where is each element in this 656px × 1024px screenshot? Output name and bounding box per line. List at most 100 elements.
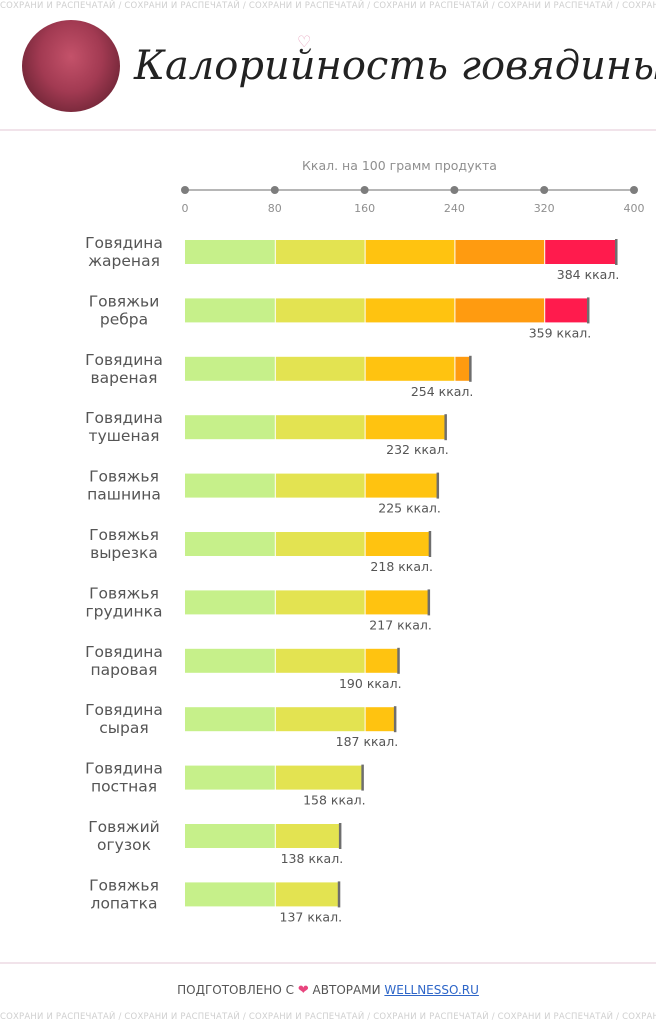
bar-4-value-label: 225 ккал. <box>378 501 441 516</box>
bar-0-segment-0 <box>185 240 275 264</box>
category-label-7: Говядина паровая <box>85 643 163 679</box>
bar-8-end-marker <box>393 706 397 733</box>
bar-3-segment-2 <box>365 415 446 440</box>
bar-1-end-marker <box>586 297 590 324</box>
bar-1-segment-4 <box>545 298 588 323</box>
bar-6-segment-1 <box>275 590 365 615</box>
bar-7-segment-1 <box>275 648 365 673</box>
x-tick-dot-320 <box>540 186 549 194</box>
bar-1-value-label: 359 ккал. <box>529 325 592 340</box>
bar-6-value-label: 217 ккал. <box>369 617 432 632</box>
category-label-10-line-0: Говяжий <box>88 818 160 836</box>
bar-2-value-label: 254 ккал. <box>411 384 474 399</box>
category-label-9-line-0: Говядина <box>85 760 163 778</box>
bar-10-end-marker <box>338 823 342 849</box>
category-label-7-line-0: Говядина <box>85 643 163 661</box>
bar-4-segment-0 <box>185 473 275 498</box>
heart-decoration-icon: ♡ <box>297 32 312 51</box>
category-label-6-line-1: грудинка <box>86 602 163 620</box>
bar-1-segment-3 <box>455 298 545 323</box>
bar-5-segment-1 <box>275 532 365 556</box>
x-tick-dot-160 <box>360 186 369 194</box>
footer-divider <box>0 962 656 964</box>
bar-3-end-marker <box>444 414 447 441</box>
bar-0-value-label: 384 ккал. <box>557 267 620 282</box>
x-tick-dot-240 <box>450 186 459 194</box>
bar-7-segment-2 <box>365 648 399 673</box>
heart-icon: ❤ <box>297 983 309 998</box>
bar-4-segment-2 <box>365 473 438 498</box>
category-label-4-line-1: пашнина <box>87 486 161 504</box>
category-label-1: Говяжьи ребра <box>89 292 160 328</box>
bar-7-end-marker <box>397 647 400 674</box>
bar-11-segment-0 <box>185 882 275 907</box>
category-label-2-line-1: вареная <box>91 369 158 387</box>
bar-9-end-marker <box>361 764 364 791</box>
bar-1-segment-1 <box>275 298 365 323</box>
x-tick-label-160: 160 <box>354 202 375 215</box>
wellnesso-link[interactable]: WELLNESSO.RU <box>384 983 479 997</box>
category-label-7-line-1: паровая <box>91 661 158 679</box>
category-label-5: Говяжья вырезка <box>89 526 159 562</box>
bar-1-segment-2 <box>365 298 455 323</box>
bar-2-segment-0 <box>185 356 275 381</box>
bar-7-value-label: 190 ккал. <box>339 676 402 691</box>
category-label-6: Говяжья грудинка <box>86 584 163 620</box>
category-label-10-line-1: огузок <box>97 836 151 854</box>
category-label-2: Говядина вареная <box>85 351 163 387</box>
calorie-bar-chart: Ккал. на 100 грамм продукта 0 80 160 240 320 4… <box>85 158 645 924</box>
category-label-8: Говядина сырая <box>85 701 163 737</box>
bar-6-segment-2 <box>365 590 429 615</box>
bar-8-segment-0 <box>185 707 275 732</box>
category-label-3-line-1: тушеная <box>89 427 160 445</box>
bar-2-segment-1 <box>275 356 365 381</box>
bar-6-segment-0 <box>185 590 275 615</box>
bar-10-segment-1 <box>275 824 340 848</box>
category-label-3: Говядина тушеная <box>85 409 163 445</box>
x-tick-label-240: 240 <box>444 202 465 215</box>
bar-8-segment-1 <box>275 707 365 732</box>
bar-3-segment-1 <box>275 415 365 440</box>
x-tick-dot-400 <box>630 186 638 194</box>
category-label-11-line-1: лопатка <box>91 894 158 912</box>
bar-0-end-marker <box>615 239 618 265</box>
x-tick-dot-80 <box>270 186 279 194</box>
bar-11-end-marker <box>337 881 341 908</box>
bar-9-value-label: 158 ккал. <box>303 793 366 808</box>
bar-2-segment-2 <box>365 356 455 381</box>
category-label-8-line-1: сырая <box>99 719 148 737</box>
bar-11-segment-1 <box>275 882 339 907</box>
bar-4-end-marker <box>436 472 440 499</box>
bar-4-segment-1 <box>275 473 365 498</box>
category-label-6-line-0: Говяжья <box>89 584 159 602</box>
bar-5-segment-2 <box>365 532 430 556</box>
bar-8-value-label: 187 ккал. <box>336 734 399 749</box>
category-label-8-line-0: Говядина <box>85 701 163 719</box>
watermark-bottom: СОХРАНИ И РАСПЕЧАТАЙ / СОХРАНИ И РАСПЕЧА… <box>0 1012 656 1022</box>
bar-5-segment-0 <box>185 532 275 556</box>
bar-9-segment-0 <box>185 765 275 790</box>
bar-11-value-label: 137 ккал. <box>280 909 343 924</box>
category-label-10: Говяжий огузок <box>88 818 160 854</box>
category-label-0-line-0: Говядина <box>85 234 163 252</box>
category-label-4-line-0: Говяжья <box>89 468 159 486</box>
bar-0-segment-1 <box>275 240 365 264</box>
bar-7-segment-0 <box>185 648 275 673</box>
category-label-1-line-1: ребра <box>100 310 148 328</box>
bar-9-segment-1 <box>275 765 363 790</box>
x-tick-label-0: 0 <box>182 202 189 215</box>
x-tick-dot-0 <box>181 186 189 194</box>
category-label-9-line-1: постная <box>91 778 157 796</box>
category-label-2-line-0: Говядина <box>85 351 163 369</box>
page-title: Калорийность говядины <box>134 43 656 89</box>
category-label-0: Говядина жареная <box>85 234 163 270</box>
bar-10-value-label: 138 ккал. <box>281 851 344 866</box>
bar-2-segment-3 <box>455 356 471 381</box>
category-label-11-line-0: Говяжья <box>89 876 159 894</box>
x-tick-label-400: 400 <box>624 202 645 215</box>
header-divider <box>0 129 656 131</box>
bar-0-segment-2 <box>365 240 455 264</box>
category-label-11: Говяжья лопатка <box>89 876 159 912</box>
category-label-3-line-0: Говядина <box>85 409 163 427</box>
x-tick-label-80: 80 <box>268 202 282 215</box>
